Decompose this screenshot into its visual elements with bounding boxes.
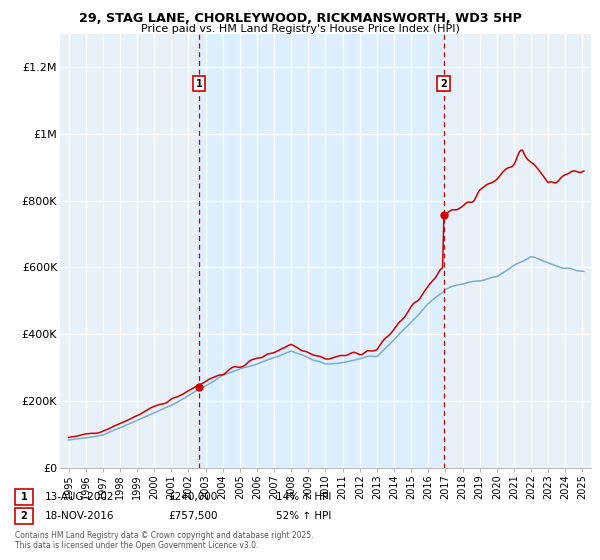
FancyBboxPatch shape bbox=[15, 508, 33, 524]
Text: Contains HM Land Registry data © Crown copyright and database right 2025.
This d: Contains HM Land Registry data © Crown c… bbox=[15, 530, 314, 550]
Text: 52% ↑ HPI: 52% ↑ HPI bbox=[276, 511, 331, 521]
Text: 1: 1 bbox=[196, 78, 202, 88]
Text: Price paid vs. HM Land Registry's House Price Index (HPI): Price paid vs. HM Land Registry's House … bbox=[140, 24, 460, 34]
Text: 13-AUG-2002: 13-AUG-2002 bbox=[45, 492, 115, 502]
Text: 2: 2 bbox=[440, 78, 447, 88]
Bar bbox=[199, 34, 443, 468]
Text: £757,500: £757,500 bbox=[168, 511, 218, 521]
Text: 1: 1 bbox=[20, 492, 28, 502]
Text: 14% ↑ HPI: 14% ↑ HPI bbox=[276, 492, 331, 502]
Text: £240,000: £240,000 bbox=[168, 492, 217, 502]
Text: 2: 2 bbox=[20, 511, 28, 521]
Text: 18-NOV-2016: 18-NOV-2016 bbox=[45, 511, 115, 521]
Text: 29, STAG LANE, CHORLEYWOOD, RICKMANSWORTH, WD3 5HP: 29, STAG LANE, CHORLEYWOOD, RICKMANSWORT… bbox=[79, 12, 521, 25]
FancyBboxPatch shape bbox=[15, 489, 33, 505]
